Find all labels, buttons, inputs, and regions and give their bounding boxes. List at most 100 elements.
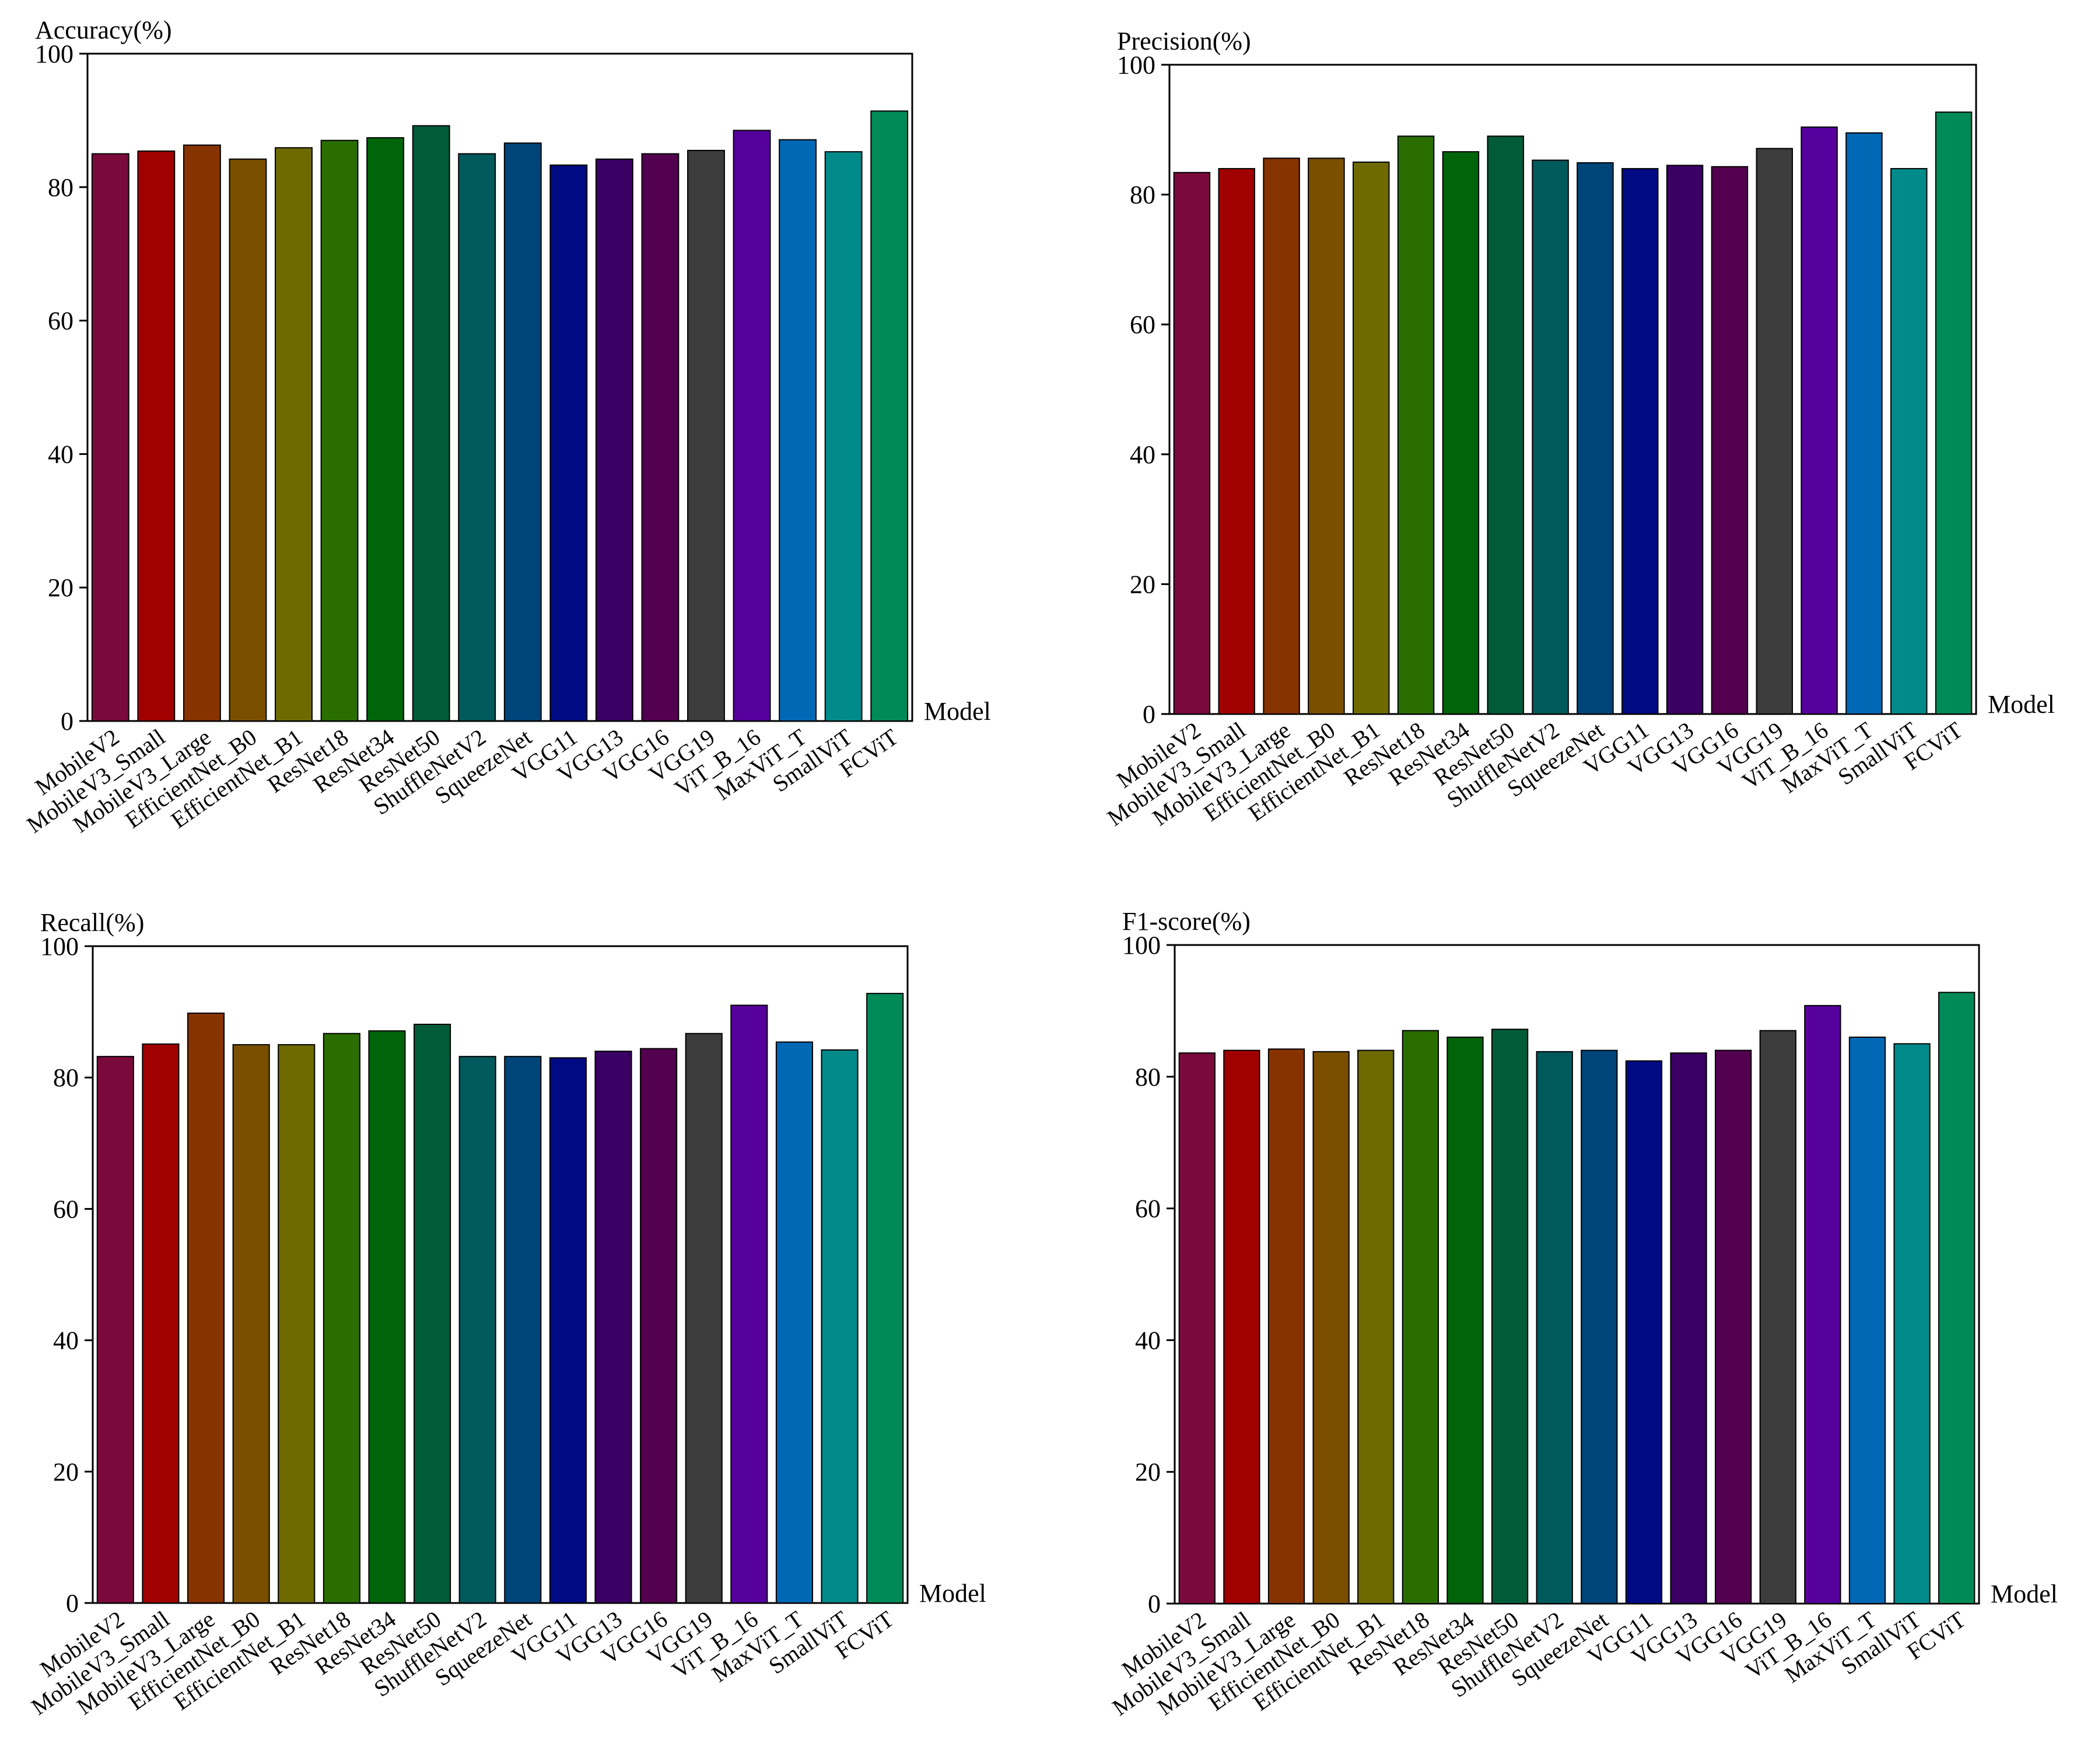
precision-bar-efficientnet-b0 [1308, 158, 1345, 715]
f1-score-bar-fcvit [1938, 992, 1976, 1605]
accuracy-bar-vgg16 [641, 153, 680, 722]
accuracy-title: Accuracy(%) [35, 16, 172, 44]
f1-score-bar-resnet50 [1491, 1028, 1529, 1604]
accuracy-xlabel: Model [924, 697, 991, 726]
precision-ytick-label-60: 60 [1130, 310, 1155, 339]
recall-bar-fcvit [866, 993, 904, 1604]
recall-xlabel: Model [919, 1579, 986, 1608]
recall-bar-maxvit-t [775, 1041, 814, 1604]
recall-plot-frame [92, 945, 909, 1604]
accuracy-bar-efficientnet-b1 [275, 147, 313, 722]
recall-bar-mobilev3-small [142, 1043, 180, 1604]
accuracy-bar-resnet34 [366, 137, 405, 722]
recall-bar-mobilev2 [96, 1056, 134, 1604]
precision-bar-squeezenet [1577, 162, 1614, 715]
recall-bar-smallvit [821, 1049, 859, 1604]
recall-bar-resnet50 [414, 1023, 451, 1604]
precision-title: Precision(%) [1117, 27, 1251, 55]
f1-score-bar-efficientnet-b1 [1357, 1049, 1395, 1604]
f1-score-bar-smallvit [1893, 1043, 1931, 1605]
f1-score-bar-vit-b-16 [1804, 1005, 1841, 1604]
f1-score-bar-squeezenet [1581, 1049, 1618, 1604]
precision-bar-fcvit [1935, 111, 1973, 715]
precision-bar-mobilev3-large [1263, 158, 1300, 715]
precision-bar-vgg19 [1756, 148, 1793, 715]
precision-ytick-label-100: 100 [1117, 51, 1155, 79]
precision-bar-mobilev2 [1173, 172, 1211, 715]
recall-ytick-label-80: 80 [53, 1063, 79, 1092]
recall-bar-efficientnet-b0 [232, 1044, 270, 1604]
recall-bar-vit-b-16 [730, 1005, 768, 1604]
recall-bar-vgg13 [594, 1051, 632, 1604]
accuracy-bar-vit-b-16 [733, 130, 771, 722]
f1-score-bar-mobilev2 [1178, 1052, 1216, 1604]
precision-bar-smallvit [1890, 168, 1928, 715]
recall-chart: Recall(%)020406080100ModelMobileV2Mobile… [26, 908, 986, 1720]
accuracy-bar-mobilev3-small [137, 150, 176, 722]
f1-score-ytick-label-0: 0 [1148, 1590, 1161, 1618]
f1-score-bar-vgg19 [1759, 1030, 1796, 1604]
recall-ytick-label-0: 0 [66, 1589, 79, 1618]
recall-bar-vgg16 [640, 1048, 678, 1604]
accuracy-ytick-label-80: 80 [48, 173, 73, 202]
precision-bar-vgg11 [1621, 168, 1659, 715]
precision-bar-vgg16 [1711, 166, 1749, 715]
f1-score-bar-maxvit-t [1848, 1037, 1886, 1604]
accuracy-bar-mobilev3-large [183, 144, 221, 722]
precision-bar-resnet34 [1442, 151, 1480, 715]
accuracy-chart: Accuracy(%)020406080100ModelMobileV2Mobi… [22, 16, 991, 838]
accuracy-bar-resnet50 [412, 125, 450, 722]
accuracy-plot-frame [86, 52, 913, 722]
recall-bar-efficientnet-b1 [278, 1044, 316, 1604]
precision-bar-resnet18 [1397, 135, 1435, 715]
recall-bar-resnet18 [323, 1032, 360, 1604]
precision-bar-vit-b-16 [1801, 126, 1838, 715]
recall-bar-resnet34 [368, 1030, 406, 1604]
recall-title: Recall(%) [40, 908, 144, 937]
precision-bar-resnet50 [1487, 135, 1524, 715]
accuracy-ytick-label-60: 60 [48, 307, 73, 335]
f1-score-ytick-label-40: 40 [1135, 1326, 1161, 1354]
accuracy-ytick-label-20: 20 [48, 573, 73, 602]
accuracy-bar-vgg11 [549, 164, 588, 722]
accuracy-bar-mobilev2 [91, 153, 129, 722]
f1-score-plot-frame [1174, 944, 1980, 1605]
accuracy-bar-smallvit [824, 151, 863, 722]
precision-bar-shufflenetv2 [1532, 159, 1569, 715]
accuracy-ytick-label-40: 40 [48, 440, 73, 468]
precision-bar-efficientnet-b1 [1353, 161, 1390, 715]
recall-bar-mobilev3-large [187, 1012, 225, 1604]
accuracy-ytick-label-0: 0 [61, 707, 73, 736]
f1-score-ytick-label-20: 20 [1135, 1458, 1161, 1486]
precision-bar-maxvit-t [1845, 132, 1883, 715]
precision-ytick-label-0: 0 [1143, 700, 1155, 729]
f1-score-bar-vgg16 [1714, 1049, 1752, 1604]
f1-score-ytick-label-80: 80 [1135, 1063, 1161, 1091]
recall-bar-squeezenet [504, 1056, 542, 1604]
precision-xlabel: Model [1988, 690, 2055, 719]
f1-score-bar-mobilev3-large [1267, 1048, 1305, 1604]
accuracy-bar-efficientnet-b0 [229, 158, 267, 722]
f1-score-bar-vgg13 [1670, 1052, 1707, 1604]
accuracy-bar-shufflenetv2 [458, 153, 496, 722]
recall-bar-vgg11 [549, 1057, 587, 1604]
precision-bar-vgg13 [1666, 164, 1704, 715]
precision-ytick-label-20: 20 [1130, 570, 1155, 598]
recall-bar-vgg19 [685, 1032, 723, 1604]
precision-bar-mobilev3-small [1218, 168, 1255, 715]
f1-score-bar-mobilev3-small [1223, 1049, 1260, 1604]
f1-score-bar-shufflenetv2 [1536, 1051, 1573, 1604]
accuracy-bar-vgg19 [687, 149, 725, 722]
f1-score-bar-resnet34 [1446, 1037, 1484, 1604]
recall-ytick-label-60: 60 [53, 1195, 79, 1223]
f1-score-chart: F1-score(%)020406080100ModelMobileV2Mobi… [1108, 907, 2058, 1721]
precision-ytick-label-40: 40 [1130, 440, 1155, 469]
accuracy-bar-fcvit [870, 110, 909, 722]
f1-score-xlabel: Model [1991, 1580, 2058, 1608]
f1-score-title: F1-score(%) [1122, 907, 1251, 936]
f1-score-ytick-label-100: 100 [1122, 931, 1161, 960]
recall-bar-shufflenetv2 [458, 1056, 496, 1604]
precision-ytick-label-80: 80 [1130, 181, 1155, 209]
accuracy-ytick-label-100: 100 [35, 40, 73, 68]
